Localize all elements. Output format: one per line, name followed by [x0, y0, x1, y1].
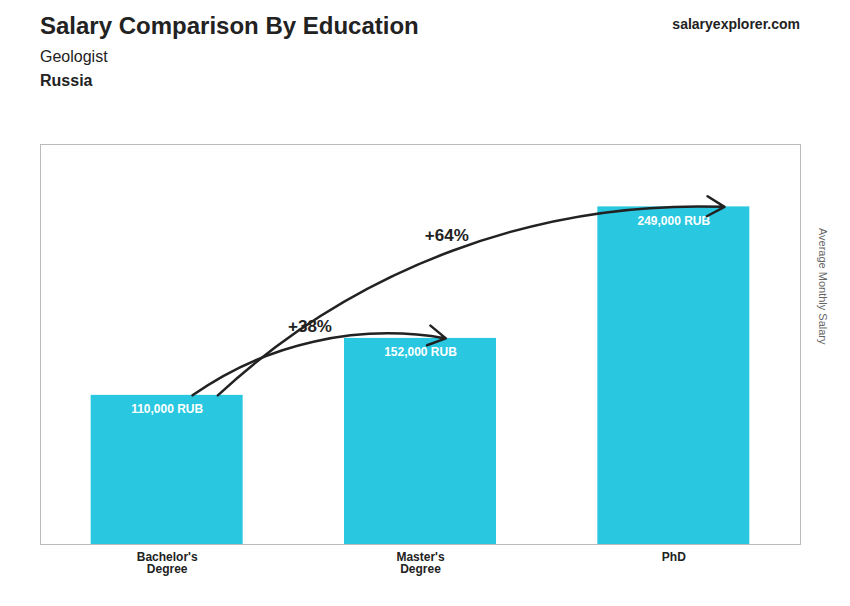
- svg-text:110,000 RUB: 110,000 RUB: [131, 402, 203, 416]
- svg-text:+64%: +64%: [425, 226, 469, 245]
- html-text:salaryexplorer.com: salaryexplorer.com: [672, 16, 800, 32]
- svg-text:249,000 RUB: 249,000 RUB: [637, 214, 710, 228]
- svg-text:+38%: +38%: [288, 316, 332, 336]
- html-text:Russia: Russia: [40, 72, 93, 89]
- svg-text:Average Monthly Salary: Average Monthly Salary: [817, 228, 829, 345]
- svg-text:PhD: PhD: [662, 550, 686, 564]
- html-text:Salary Comparison By Education: Salary Comparison By Education: [40, 12, 419, 39]
- svg-text:152,000 RUB: 152,000 RUB: [384, 345, 457, 359]
- svg-text:Bachelor'sDegree: Bachelor'sDegree: [137, 550, 198, 576]
- html-text:Geologist: Geologist: [40, 48, 108, 65]
- svg-text:Master'sDegree: Master'sDegree: [396, 550, 445, 576]
